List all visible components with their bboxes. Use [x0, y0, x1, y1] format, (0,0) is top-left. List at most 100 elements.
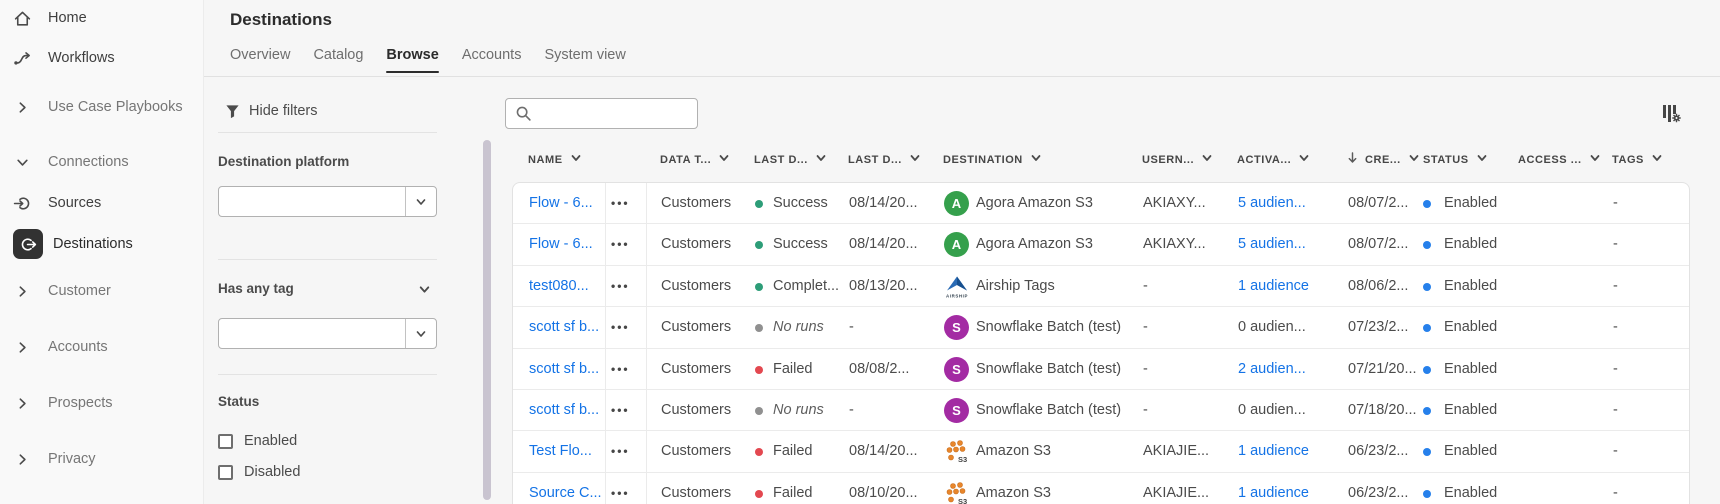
status-cell: Enabled [1444, 443, 1498, 460]
created-cell: 07/21/20... [1348, 360, 1417, 377]
sidebar-item-customer[interactable]: Customer [0, 275, 204, 307]
chevron-down-icon [1476, 152, 1488, 167]
chevron-down-icon[interactable] [418, 283, 431, 301]
status-filter-label: Status [218, 394, 260, 409]
username-cell: AKIAJIE... [1143, 484, 1210, 501]
table-row: Flow - 6... ••• Customers Success 08/14/20..… [513, 224, 1689, 266]
search-input[interactable] [538, 100, 693, 127]
row-name-link[interactable]: scott sf b... [529, 401, 600, 418]
row-name-link[interactable]: scott sf b... [529, 360, 600, 377]
column-header-lastd[interactable]: LAST D... [754, 152, 827, 167]
column-header-label: STATUS [1423, 153, 1469, 166]
activation-data-link[interactable]: 5 audien... [1238, 236, 1306, 253]
row-name-link[interactable]: Flow - 6... [529, 236, 593, 253]
chevron-down-icon [1298, 152, 1310, 167]
has-any-tag-label: Has any tag [218, 281, 294, 296]
run-status-cell: Success [773, 236, 828, 253]
row-name-link[interactable]: Source C... [529, 484, 602, 501]
tab-catalog[interactable]: Catalog [313, 47, 364, 63]
checkbox-label: Disabled [244, 464, 301, 480]
row-more-actions-button[interactable]: ••• [611, 320, 630, 335]
destination-cell: Snowflake Batch (test) [976, 319, 1122, 336]
status-cell: Enabled [1444, 484, 1498, 501]
column-header-label: DATA T... [660, 153, 712, 166]
column-header-destination[interactable]: DESTINATION [943, 152, 1042, 167]
tab-system-view[interactable]: System view [544, 47, 626, 63]
sidebar-item-prospects[interactable]: Prospects [0, 387, 204, 419]
status-dot-icon [1423, 365, 1431, 374]
sidebar-item-label: Connections [48, 154, 129, 170]
column-header-datat[interactable]: DATA T... [660, 152, 730, 167]
destination-platform-combobox[interactable] [218, 186, 437, 217]
activation-data-link[interactable]: 1 audience [1238, 277, 1309, 294]
column-header-cre[interactable]: CRE... [1347, 152, 1420, 167]
run-status-dot-icon [755, 406, 763, 415]
created-cell: 07/18/20... [1348, 401, 1417, 418]
sources-icon [12, 193, 32, 213]
status-enabled-checkbox[interactable]: Enabled [218, 433, 297, 449]
activation-data-link[interactable]: 1 audience [1238, 484, 1309, 501]
row-more-actions-button[interactable]: ••• [611, 196, 630, 210]
tab-bar: Overview Catalog Browse Accounts System view [230, 47, 626, 82]
sidebar-item-use-case-playbooks[interactable]: Use Case Playbooks [0, 91, 204, 123]
sidebar-item-privacy[interactable]: Privacy [0, 443, 204, 475]
checkbox-icon[interactable] [218, 433, 233, 449]
tab-accounts[interactable]: Accounts [461, 47, 522, 63]
run-status-dot-icon [755, 282, 763, 291]
sidebar-item-home[interactable]: Home [0, 2, 204, 34]
activation-data-link[interactable]: 5 audien... [1238, 195, 1306, 211]
checkbox-icon[interactable] [218, 464, 233, 480]
row-more-actions-button[interactable]: ••• [611, 485, 630, 500]
activation-data-link[interactable]: 2 audien... [1238, 360, 1306, 377]
column-header-label: NAME [528, 153, 563, 166]
has-any-tag-combobox[interactable] [218, 318, 437, 349]
data-type-cell: Customers [661, 195, 732, 211]
destination-cell: Airship Tags [976, 277, 1055, 294]
column-header-name[interactable]: NAME [528, 152, 582, 167]
row-name-link[interactable]: Flow - 6... [529, 195, 593, 211]
row-more-actions-button[interactable]: ••• [611, 402, 630, 417]
search-icon [516, 106, 531, 121]
column-header-label: LAST D... [754, 153, 808, 166]
column-header-lastd[interactable]: LAST D... [848, 152, 921, 167]
row-more-actions-button[interactable]: ••• [611, 278, 630, 293]
run-status-dot-icon [755, 489, 763, 498]
column-header-status[interactable]: STATUS [1423, 152, 1488, 167]
row-name-link[interactable]: scott sf b... [529, 319, 600, 336]
chevron-right-icon [12, 281, 32, 301]
filter-rail-scrollbar[interactable] [483, 140, 491, 500]
column-header-usern[interactable]: USERN... [1142, 152, 1213, 167]
row-more-actions-button[interactable]: ••• [611, 361, 630, 376]
destinations-icon [13, 229, 43, 259]
hide-filters-button[interactable]: Hide filters [225, 103, 318, 119]
row-more-actions-button[interactable]: ••• [611, 237, 630, 252]
tab-browse[interactable]: Browse [386, 47, 440, 82]
chevron-down-icon[interactable] [405, 319, 436, 348]
sidebar-item-sources[interactable]: Sources [0, 187, 204, 219]
table-header: NAME DATA T... LAST D... LAST D... DESTINATI… [512, 152, 1690, 178]
row-more-actions-button[interactable]: ••• [611, 444, 630, 459]
chevron-down-icon[interactable] [405, 187, 436, 216]
run-status-cell: No runs [773, 401, 824, 418]
column-header-activa[interactable]: ACTIVA... [1237, 152, 1310, 167]
run-date-cell: - [849, 319, 854, 336]
sidebar-item-label: Workflows [48, 50, 115, 66]
search-box [505, 98, 698, 129]
column-header-access[interactable]: ACCESS ... [1518, 152, 1601, 167]
column-settings-button[interactable] [1656, 99, 1686, 127]
sidebar-item-accounts[interactable]: Accounts [0, 331, 204, 363]
status-dot-icon [1423, 282, 1431, 291]
data-type-cell: Customers [661, 443, 732, 460]
tab-overview[interactable]: Overview [230, 47, 291, 63]
column-header-tags[interactable]: TAGS [1612, 152, 1663, 167]
chevron-down-icon [815, 152, 827, 167]
activation-data-link[interactable]: 1 audience [1238, 443, 1309, 460]
sidebar-item-workflows[interactable]: Workflows [0, 42, 204, 74]
sidebar-item-destinations[interactable]: Destinations [0, 228, 204, 260]
sidebar-item-connections[interactable]: Connections [0, 146, 204, 178]
workflows-icon [12, 48, 32, 68]
row-name-link[interactable]: test080... [529, 277, 589, 294]
snowflake-avatar-icon: S [944, 397, 969, 423]
row-name-link[interactable]: Test Flo... [529, 443, 592, 460]
status-disabled-checkbox[interactable]: Disabled [218, 464, 300, 480]
